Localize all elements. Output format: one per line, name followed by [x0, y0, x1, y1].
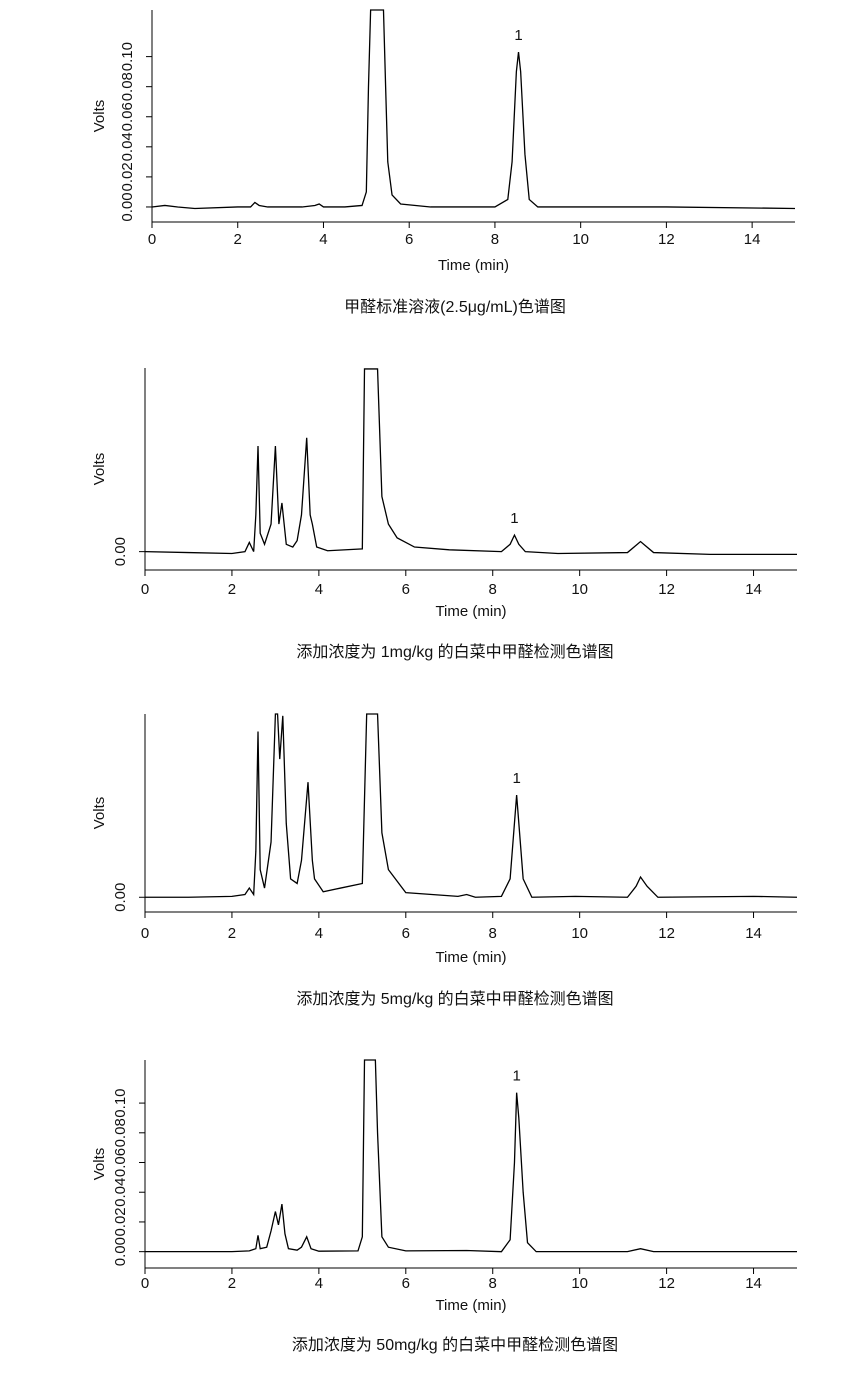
y-tick-label: 0.02 [112, 1207, 129, 1236]
chromatogram-line [145, 1059, 797, 1253]
y-axis-label: Volts [91, 453, 108, 486]
x-tick-label: 6 [402, 1275, 410, 1292]
chromatogram-line [144, 368, 797, 556]
x-tick-label: 10 [572, 231, 589, 248]
chart: 0 2 4 6 8 10 12 14 0.000.020.040.060.080.10 Volts… [91, 9, 796, 316]
y-tick-label: 0.08 [119, 72, 136, 101]
x-tick-label: 10 [571, 1275, 588, 1292]
x-axis-label: Time (min) [435, 949, 506, 966]
x-tick-label: 4 [319, 231, 327, 248]
x-tick-label: 0 [141, 925, 149, 942]
y-tick-label: 0.02 [119, 162, 136, 191]
y-tick-label: 0.00 [112, 537, 129, 566]
x-tick-label: 14 [745, 581, 762, 598]
x-tick-label: 12 [658, 581, 675, 598]
x-tick-label: 2 [228, 581, 236, 598]
x-tick-label: 12 [658, 1275, 675, 1292]
y-axis-label: Volts [91, 1148, 108, 1181]
peak-label: 1 [512, 770, 520, 787]
chromatogram-line [145, 713, 798, 898]
y-tick-label: 0.06 [112, 1148, 129, 1177]
x-tick-label: 8 [489, 581, 497, 598]
x-tick-label: 0 [148, 231, 156, 248]
x-tick-label: 0 [141, 581, 149, 598]
x-tick-label: 14 [744, 231, 761, 248]
y-tick-label: 0.06 [119, 102, 136, 131]
peak-label: 1 [512, 1068, 520, 1085]
x-axis-label: Time (min) [435, 603, 506, 620]
chart: 0 2 4 6 8 10 12 14 0.00 Volts Time (min) 添加浓度为 1mg/… [91, 368, 797, 661]
x-tick-label: 10 [571, 925, 588, 942]
x-tick-label: 10 [571, 581, 588, 598]
x-tick-label: 8 [489, 925, 497, 942]
chart-caption: 甲醛标准溶液(2.5μg/mL)色谱图 [344, 298, 566, 316]
x-tick-label: 6 [402, 925, 410, 942]
x-tick-label: 14 [745, 925, 762, 942]
chromatogram-line [151, 9, 796, 210]
peak-label: 1 [514, 27, 522, 44]
y-tick-label: 0.04 [119, 132, 136, 161]
chart: 0 2 4 6 8 10 12 14 0.000.020.040.060.080.10 Volts… [91, 1059, 797, 1354]
y-tick-label: 0.04 [112, 1178, 129, 1207]
x-tick-label: 14 [745, 1275, 762, 1292]
y-tick-label: 0.10 [112, 1088, 129, 1117]
y-axis-label: Volts [91, 797, 108, 830]
peak-label: 1 [510, 510, 518, 527]
x-tick-label: 6 [402, 581, 410, 598]
x-tick-label: 2 [228, 1275, 236, 1292]
y-tick-label: 0.00 [112, 883, 129, 912]
y-tick-label: 0.00 [112, 1237, 129, 1266]
x-tick-label: 0 [141, 1275, 149, 1292]
x-tick-label: 4 [315, 925, 323, 942]
x-tick-label: 12 [658, 231, 675, 248]
x-tick-label: 2 [234, 231, 242, 248]
x-axis-label: Time (min) [438, 257, 509, 274]
x-tick-label: 4 [315, 1275, 323, 1292]
x-tick-label: 2 [228, 925, 236, 942]
y-axis-label: Volts [91, 100, 108, 133]
x-tick-label: 8 [491, 231, 499, 248]
x-tick-label: 6 [405, 231, 413, 248]
x-tick-label: 12 [658, 925, 675, 942]
chart-caption: 添加浓度为 5mg/kg 的白菜中甲醛检测色谱图 [296, 990, 613, 1008]
x-axis-label: Time (min) [435, 1297, 506, 1314]
y-tick-label: 0.08 [112, 1118, 129, 1147]
x-tick-label: 8 [489, 1275, 497, 1292]
y-tick-label: 0.10 [119, 42, 136, 71]
y-tick-label: 0.00 [119, 192, 136, 221]
chart-caption: 添加浓度为 1mg/kg 的白菜中甲醛检测色谱图 [296, 643, 613, 661]
chart: 0 2 4 6 8 10 12 14 0.00 Volts Time (min) 添加浓度为 5mg/… [91, 713, 798, 1008]
x-tick-label: 4 [315, 581, 323, 598]
chart-caption: 添加浓度为 50mg/kg 的白菜中甲醛检测色谱图 [292, 1336, 618, 1354]
